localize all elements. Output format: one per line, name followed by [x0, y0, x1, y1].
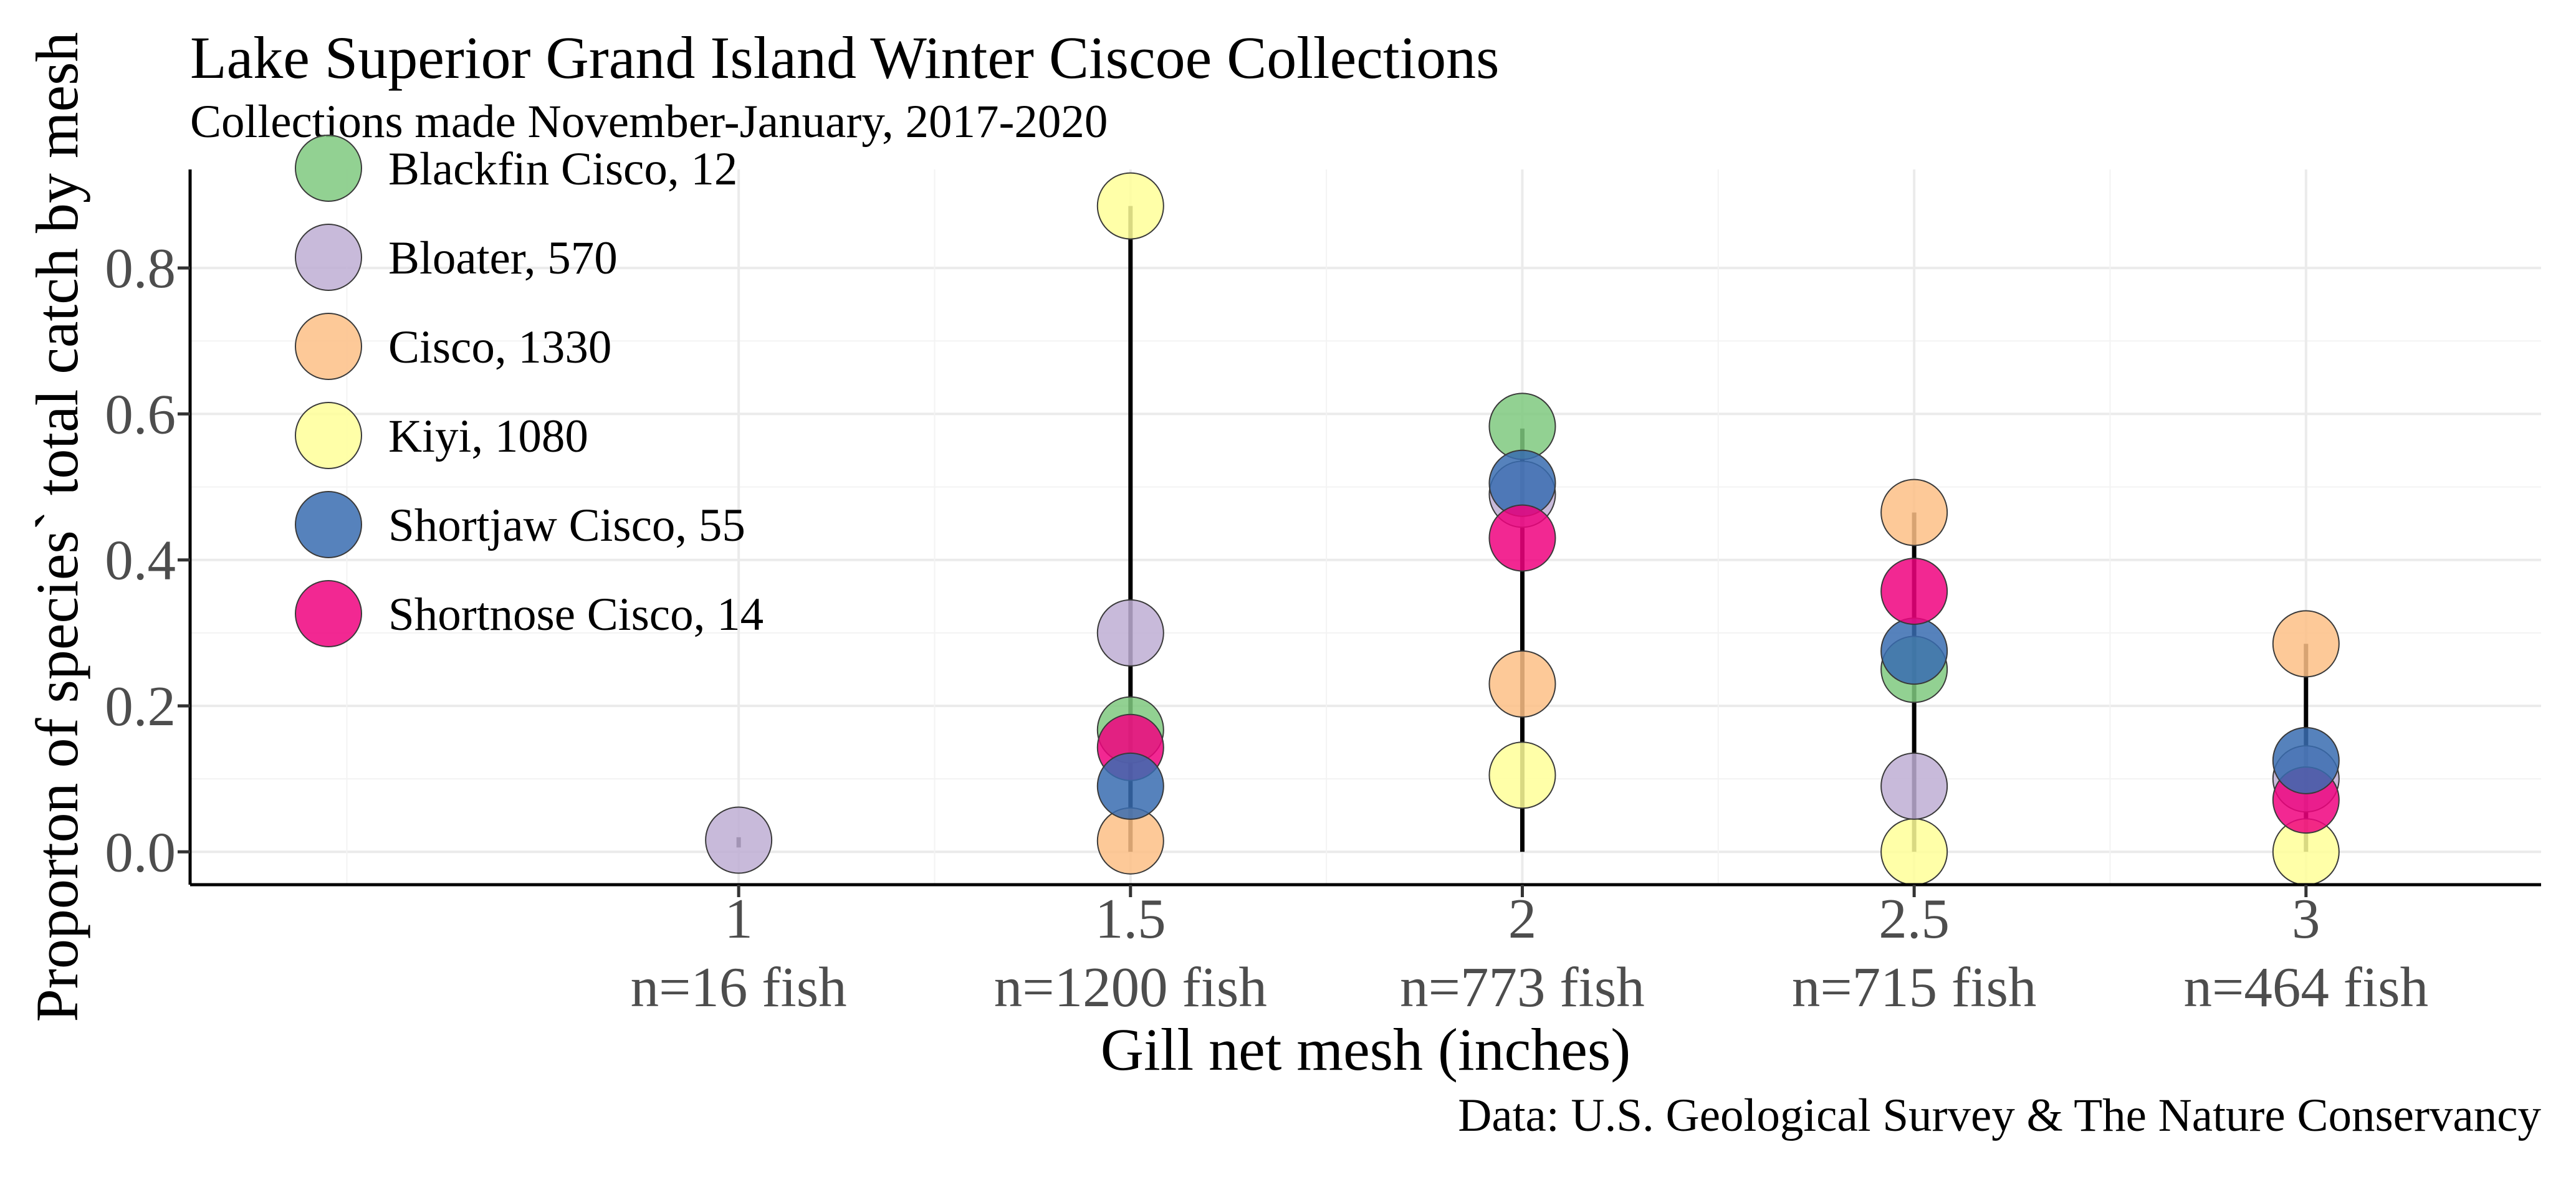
chart-caption: Data: U.S. Geological Survey & The Natur… [1458, 1090, 2541, 1141]
legend-label: Shortnose Cisco, 14 [388, 589, 764, 640]
data-point [1880, 478, 1948, 546]
data-point [2272, 610, 2340, 678]
legend-key [295, 491, 362, 558]
x-tick-label: 3 [2292, 887, 2320, 950]
data-point [1488, 504, 1556, 572]
data-point [1880, 818, 1948, 886]
legend-key [295, 402, 362, 469]
data-point [2272, 726, 2340, 794]
y-tick-label: 0.4 [105, 529, 176, 592]
x-tick-label: 1.5 [1095, 887, 1166, 950]
y-axis-title: Proporton of species` total catch by mes… [24, 32, 90, 1022]
data-point [1488, 650, 1556, 718]
data-point [705, 806, 773, 874]
data-point [1096, 752, 1164, 820]
data-point [1488, 741, 1556, 809]
y-tick-label: 0.6 [105, 383, 176, 445]
x-tick-sublabel: n=1200 fish [994, 956, 1267, 1019]
x-axis-title: Gill net mesh (inches) [1101, 1016, 1630, 1083]
legend-label: Kiyi, 1080 [388, 411, 588, 462]
data-point [1880, 558, 1948, 626]
legend: Blackfin Cisco, 12 Bloater, 570 Cisco, 133… [295, 135, 764, 647]
x-tick-sublabel: n=16 fish [631, 956, 847, 1019]
data-point [1488, 393, 1556, 460]
x-tick-sublabel: n=773 fish [1400, 956, 1645, 1019]
data-point [1880, 617, 1948, 685]
data-point [1096, 172, 1164, 240]
legend-label: Blackfin Cisco, 12 [388, 143, 737, 195]
chart-title: Lake Superior Grand Island Winter Ciscoe… [190, 24, 1500, 91]
legend-label: Cisco, 1330 [388, 321, 611, 373]
x-tick-label: 2.5 [1879, 887, 1950, 950]
y-tick-label: 0.0 [105, 821, 176, 883]
data-point [1096, 599, 1164, 667]
y-tick-label: 0.2 [105, 675, 176, 738]
legend-label: Shortjaw Cisco, 55 [388, 500, 745, 551]
data-point [1880, 752, 1948, 820]
legend-label: Bloater, 570 [388, 232, 618, 284]
plot-panel [190, 169, 2541, 885]
legend-key [295, 135, 362, 202]
x-tick-sublabel: n=464 fish [2184, 956, 2429, 1019]
y-axis-ticks: 0.0 0.2 0.4 0.6 0.8 [105, 237, 190, 883]
y-tick-label: 0.8 [105, 237, 176, 300]
x-tick-label: 1 [724, 887, 753, 950]
data-points [705, 172, 2340, 886]
x-tick-label: 2 [1508, 887, 1537, 950]
x-tick-sublabel: n=715 fish [1792, 956, 2037, 1019]
legend-key [295, 313, 362, 380]
legend-key [295, 580, 362, 647]
legend-key [295, 224, 362, 291]
